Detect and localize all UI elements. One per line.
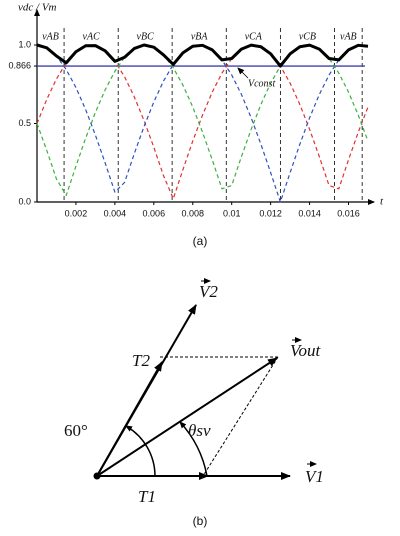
- vector-diagram: [93, 278, 317, 480]
- y-tick-label: 1.0: [18, 39, 31, 49]
- series-line: [36, 44, 369, 203]
- x-tick-label: 0.01: [223, 208, 241, 218]
- label-theta: θsv: [188, 421, 211, 440]
- section-label: vBA: [191, 31, 209, 42]
- x-tick-label: 0.004: [104, 208, 127, 218]
- series-line: [36, 43, 369, 68]
- section-label: vAB: [42, 31, 59, 42]
- x-tick-label: 0.016: [337, 208, 360, 218]
- x-tick-label: 0.008: [181, 208, 204, 218]
- label-angle: 60°: [64, 421, 88, 440]
- angle-arc: [125, 425, 156, 477]
- label-v1: V1: [305, 467, 324, 486]
- caption: (b): [193, 514, 208, 528]
- x-tick-label: 0.012: [259, 208, 282, 218]
- x-tick-label: 0.002: [65, 208, 88, 218]
- y-axis-label: vdc / Vm: [18, 2, 57, 14]
- section-label: vAC: [83, 31, 101, 42]
- y-tick-label: 0.5: [18, 118, 31, 128]
- x-tick-label: 0.006: [143, 208, 166, 218]
- reference-label: Vconst: [248, 78, 275, 89]
- vector-vout: [96, 357, 278, 477]
- vector-t2: [96, 361, 163, 477]
- x-axis-label: t: [380, 196, 384, 208]
- label-v2: V2: [199, 282, 218, 301]
- section-label: vCA: [245, 31, 263, 42]
- section-label: vBC: [137, 31, 155, 42]
- section-label: vAB: [340, 31, 357, 42]
- label-t1: T1: [138, 487, 156, 506]
- label-t2: T2: [132, 351, 150, 370]
- label-vout: Vout: [290, 341, 322, 360]
- y-tick-label: 0.866: [8, 60, 31, 70]
- series-line: [36, 44, 369, 200]
- series-line: [36, 44, 369, 197]
- x-tick-label: 0.014: [298, 208, 321, 218]
- y-tick-label: 0.0: [18, 196, 31, 206]
- angle-arc: [179, 421, 208, 477]
- pointer: [237, 67, 249, 79]
- caption: (a): [193, 234, 208, 248]
- chart-a: vdc / Vm t 0.0 0.5 0.866 1.0 0.002 0.004 0.006 0.…: [8, 2, 384, 219]
- section-label: vCB: [299, 31, 316, 42]
- origin: [93, 472, 101, 480]
- dashed-line: [202, 356, 279, 477]
